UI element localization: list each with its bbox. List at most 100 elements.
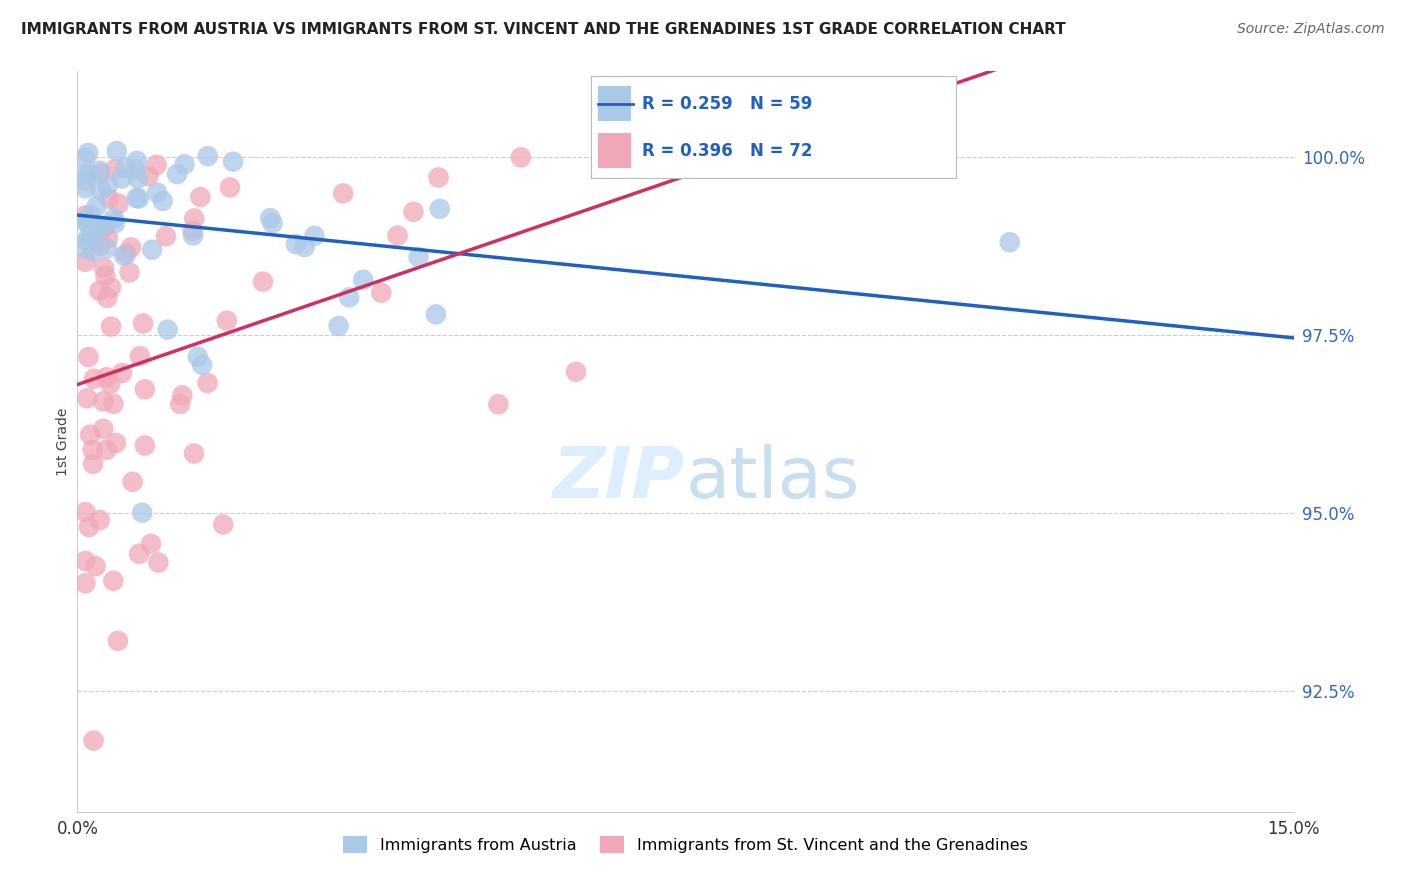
Point <box>402 204 425 219</box>
Point <box>91 422 114 436</box>
Point <box>75 209 97 223</box>
Point <box>77 145 100 160</box>
Point <box>97 231 120 245</box>
Point <box>107 196 129 211</box>
Point <box>75 554 97 568</box>
Point <box>294 240 316 254</box>
Point <box>75 181 97 195</box>
Point <box>75 505 97 519</box>
Point <box>132 317 155 331</box>
Point <box>337 290 360 304</box>
Point <box>262 216 284 230</box>
Point <box>146 186 169 200</box>
Point <box>114 161 136 175</box>
Point <box>998 235 1021 250</box>
Point <box>96 442 118 457</box>
Point <box>284 237 307 252</box>
Point <box>75 214 97 228</box>
Point <box>93 394 115 409</box>
Point <box>173 157 195 171</box>
Point <box>96 242 118 256</box>
Point <box>370 285 392 300</box>
Point <box>103 397 125 411</box>
Point <box>79 427 101 442</box>
Point <box>75 242 97 256</box>
Point <box>105 436 128 450</box>
Point <box>111 366 134 380</box>
Point <box>77 229 100 244</box>
Point <box>87 231 110 245</box>
Point <box>565 365 588 379</box>
Point <box>104 216 127 230</box>
Point <box>155 229 177 244</box>
Point <box>166 167 188 181</box>
Point <box>332 186 354 201</box>
Point <box>89 163 111 178</box>
Point <box>75 151 97 165</box>
Legend: Immigrants from Austria, Immigrants from St. Vincent and the Grenadines: Immigrants from Austria, Immigrants from… <box>336 830 1035 859</box>
Point <box>197 149 219 163</box>
Point <box>93 260 115 275</box>
Point <box>188 190 211 204</box>
Point <box>82 244 104 259</box>
Point <box>121 475 143 489</box>
Point <box>86 199 108 213</box>
Point <box>90 183 112 197</box>
Point <box>105 144 128 158</box>
Point <box>141 243 163 257</box>
Point <box>219 180 242 194</box>
Point <box>75 167 97 181</box>
Point <box>509 150 531 164</box>
Point <box>79 215 101 229</box>
Point <box>93 220 115 235</box>
Point <box>77 520 100 534</box>
Point <box>90 167 112 181</box>
Point <box>124 162 146 177</box>
Point <box>425 307 447 321</box>
Point <box>183 446 205 460</box>
Bar <box>598 133 631 168</box>
Point <box>89 239 111 253</box>
Point <box>83 372 105 386</box>
Point <box>172 388 194 402</box>
Point <box>429 202 451 216</box>
Point <box>84 559 107 574</box>
Point <box>131 506 153 520</box>
Point <box>408 250 430 264</box>
Point <box>197 376 219 390</box>
Point <box>183 211 205 226</box>
Point <box>82 457 104 471</box>
Point <box>148 556 170 570</box>
Point <box>427 170 450 185</box>
Point <box>103 211 125 226</box>
Text: Source: ZipAtlas.com: Source: ZipAtlas.com <box>1237 22 1385 37</box>
Point <box>212 517 235 532</box>
Point <box>107 633 129 648</box>
Point <box>82 442 104 457</box>
Point <box>128 192 150 206</box>
Point <box>152 194 174 208</box>
Point <box>134 438 156 452</box>
Point <box>215 313 238 327</box>
Text: IMMIGRANTS FROM AUSTRIA VS IMMIGRANTS FROM ST. VINCENT AND THE GRENADINES 1ST GR: IMMIGRANTS FROM AUSTRIA VS IMMIGRANTS FR… <box>21 22 1066 37</box>
Point <box>98 376 121 391</box>
Point <box>125 191 148 205</box>
Point <box>89 284 111 298</box>
Point <box>83 733 105 747</box>
Point <box>191 358 214 372</box>
Point <box>94 268 117 283</box>
Point <box>111 171 134 186</box>
Text: R = 0.396   N = 72: R = 0.396 N = 72 <box>641 142 813 160</box>
Point <box>156 323 179 337</box>
Point <box>97 192 120 206</box>
Point <box>89 513 111 527</box>
Point <box>104 161 127 176</box>
Point <box>120 240 142 254</box>
Point <box>76 235 98 249</box>
Point <box>145 158 167 172</box>
Point <box>387 228 409 243</box>
Point <box>328 318 350 333</box>
Point <box>100 280 122 294</box>
Point <box>100 319 122 334</box>
Point <box>79 167 101 181</box>
